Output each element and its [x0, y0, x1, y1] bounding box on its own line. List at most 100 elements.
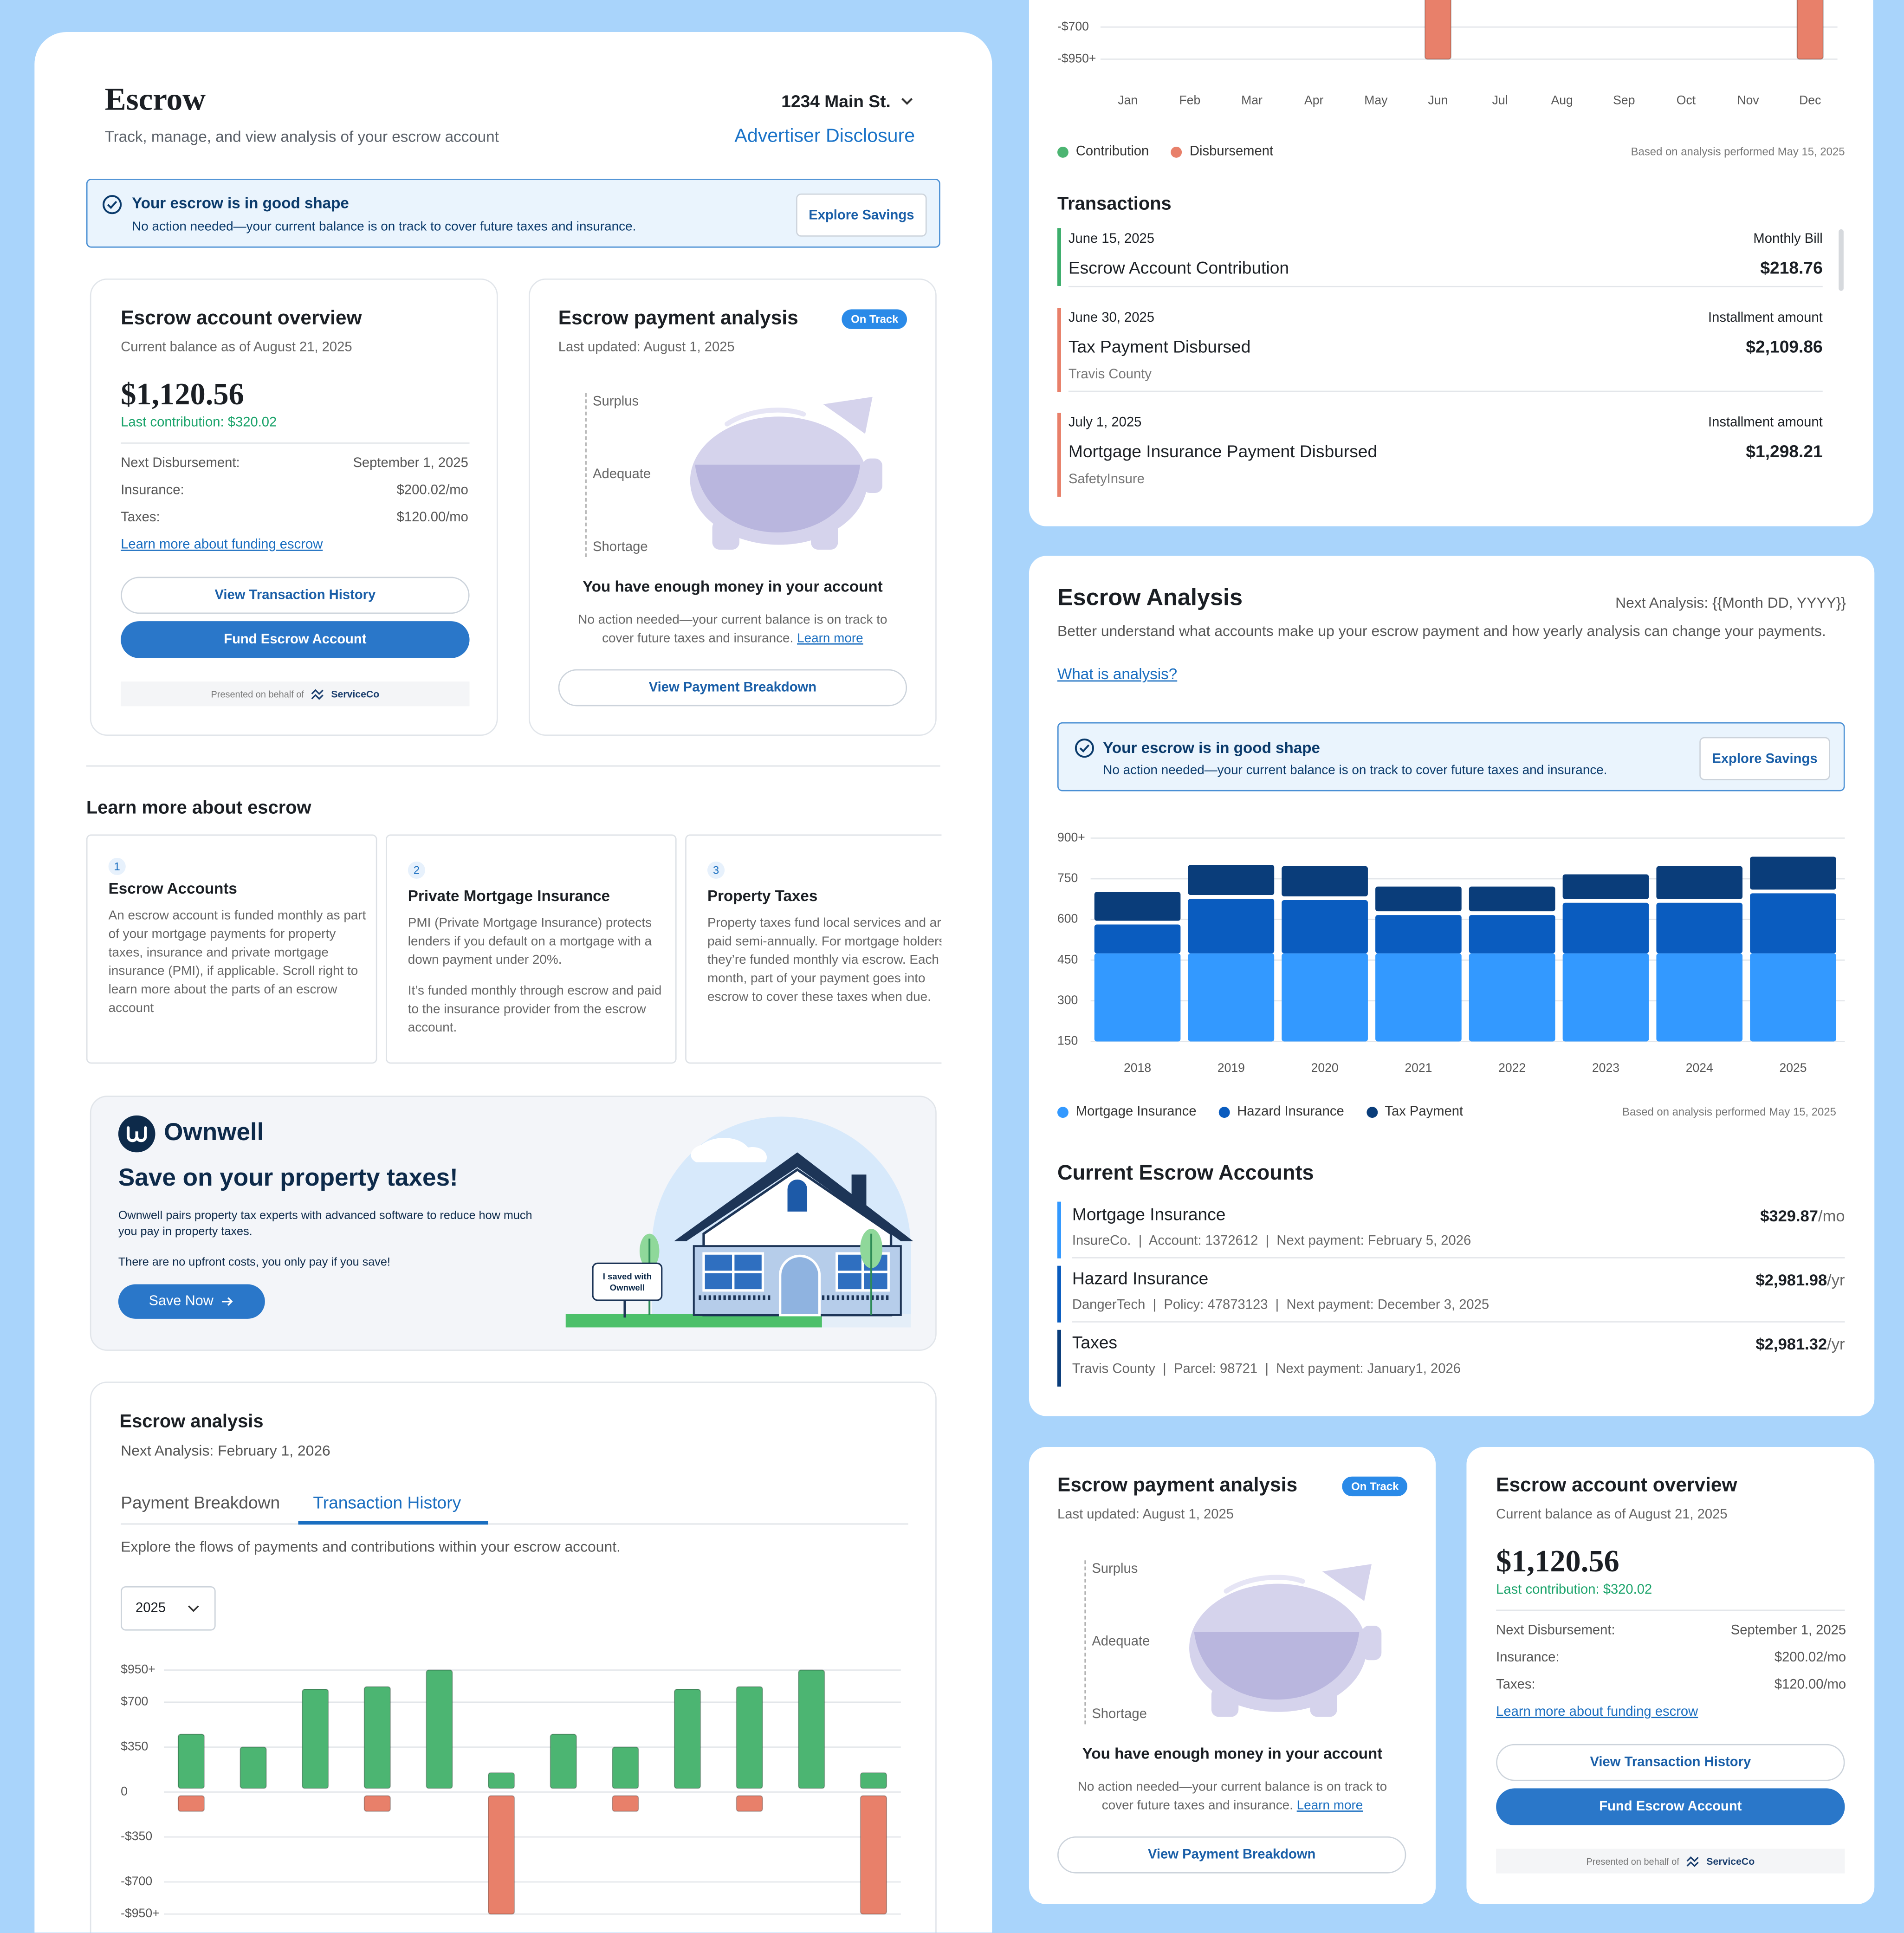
title: Mortgage Insurance Payment Disbursed	[1068, 441, 1378, 461]
legend-dot	[1171, 146, 1183, 157]
updated-date: Last updated: August 1, 2025	[558, 340, 735, 355]
house-illustration	[565, 1116, 913, 1328]
last-contribution: Last contribution: $320.02	[1496, 1583, 1652, 1597]
bar	[674, 1688, 701, 1789]
payment-breakdown-button[interactable]: View Payment Breakdown	[1057, 1836, 1406, 1874]
sponsor-logo	[1686, 1855, 1698, 1867]
tab-indicator	[298, 1521, 488, 1525]
bar-segment	[1469, 886, 1555, 912]
y-tick-label: -$950+	[121, 1906, 159, 1920]
bar-segment	[1282, 900, 1368, 954]
detail-row: Next Disbursement: September 1, 2025	[121, 456, 468, 471]
tab-active[interactable]: Transaction History	[313, 1492, 461, 1512]
payment-breakdown-button[interactable]: View Payment Breakdown	[558, 669, 907, 707]
bar	[240, 1746, 267, 1789]
scrollbar[interactable]	[1839, 229, 1844, 291]
sponsor-brand: ServiceCo	[1706, 1855, 1755, 1867]
status-headline: You have enough money in your account	[583, 578, 883, 596]
card-title: Escrow analysis	[119, 1411, 264, 1433]
explore-savings-button[interactable]: Explore Savings	[1699, 737, 1830, 780]
bar-segment	[1750, 893, 1836, 954]
transaction[interactable]: June 30, 2025 Installment amount Tax Pay…	[1057, 308, 1823, 392]
save-now-button[interactable]: Save Now	[118, 1284, 265, 1319]
row-label: Next Disbursement:	[121, 456, 240, 471]
view-history-button[interactable]: View Transaction History	[1496, 1744, 1845, 1781]
unit: /mo	[1818, 1207, 1845, 1226]
y-tick-label: -$950+	[1057, 51, 1096, 65]
page-title: Escrow	[104, 81, 206, 117]
bar	[363, 1795, 391, 1812]
transaction[interactable]: July 1, 2025 Installment amount Mortgage…	[1057, 413, 1823, 497]
funding-link[interactable]: Learn more about funding escrow	[121, 537, 323, 552]
section-title: Current Escrow Accounts	[1057, 1161, 1314, 1185]
fund-escrow-button[interactable]: Fund Escrow Account	[121, 621, 470, 658]
x-tick-label: Mar	[1241, 93, 1263, 107]
bar	[426, 1669, 453, 1789]
card-body: An escrow account is funded monthly as p…	[109, 907, 368, 1031]
bar	[488, 1795, 515, 1915]
row-value: September 1, 2025	[353, 456, 468, 471]
tab[interactable]: Payment Breakdown	[121, 1492, 280, 1512]
detail-row: Taxes: $120.00/mo	[1496, 1677, 1846, 1692]
amount-label: Installment amount	[1708, 415, 1823, 430]
alert-title: Your escrow is in good shape	[1103, 739, 1321, 757]
bar-segment	[1375, 953, 1462, 1042]
analysis-link[interactable]: What is analysis?	[1057, 665, 1178, 683]
bar-segment	[1375, 886, 1462, 912]
updated-date: Last updated: August 1, 2025	[1057, 1507, 1234, 1522]
learn-card[interactable]: 1 Escrow Accounts An escrow account is fun…	[86, 834, 377, 1064]
x-tick-label: Apr	[1304, 93, 1323, 107]
view-history-button[interactable]: View Transaction History	[121, 577, 470, 614]
amount: $2,981.32	[1755, 1335, 1827, 1354]
funding-link[interactable]: Learn more about funding escrow	[1496, 1704, 1698, 1719]
y-tick-label: -$350	[121, 1829, 152, 1843]
sponsor-brand: ServiceCo	[331, 688, 380, 700]
y-tick-label: $950+	[121, 1662, 155, 1676]
card-title: Escrow account overview	[1496, 1475, 1737, 1497]
learn-card[interactable]: 3 Property Taxes Property taxes fund local…	[685, 834, 942, 1064]
explore-savings-button[interactable]: Explore Savings	[796, 193, 927, 237]
transaction[interactable]: June 15, 2025 Monthly Bill Escrow Accoun…	[1057, 228, 1823, 287]
year-select[interactable]: 2025	[121, 1586, 216, 1631]
learn-more-link[interactable]: Learn more	[797, 631, 863, 646]
address: 1234 Main St.	[781, 91, 891, 111]
legend-label: Tax Payment	[1385, 1104, 1464, 1119]
learn-more-link[interactable]: Learn more	[1296, 1798, 1363, 1813]
address-select[interactable]: 1234 Main St.	[781, 91, 913, 111]
account-amount: $329.87/mo	[1760, 1207, 1845, 1225]
level-label: Shortage	[593, 539, 648, 555]
paragraph: PMI (Private Mortgage Insurance) protect…	[408, 915, 652, 968]
card-number: 1	[108, 857, 126, 876]
fund-escrow-button[interactable]: Fund Escrow Account	[1496, 1788, 1845, 1826]
escrow-account[interactable]: Taxes Travis County | Parcel: 98721 | Ne…	[1057, 1330, 1845, 1387]
amount: $329.87	[1760, 1207, 1818, 1226]
bar-segment	[1562, 874, 1649, 899]
level-label: Surplus	[593, 394, 639, 409]
x-tick-label: 2020	[1311, 1061, 1339, 1075]
sponsor-text: Presented on behalf of	[1586, 1855, 1679, 1867]
divider	[1072, 1321, 1845, 1323]
detail-row: Taxes: $120.00/mo	[121, 510, 468, 525]
x-tick-label: Jan	[1118, 93, 1138, 107]
x-tick-label: Jun	[1428, 93, 1448, 107]
status-message: No action needed—your current balance is…	[1077, 1779, 1387, 1813]
x-tick-label: Oct	[1677, 93, 1696, 107]
bar	[177, 1795, 205, 1812]
advertiser-disclosure[interactable]: Advertiser Disclosure	[734, 125, 915, 147]
balance: $1,120.56	[121, 378, 244, 412]
divider	[1072, 1257, 1845, 1258]
learn-card[interactable]: 2 Private Mortgage Insurance PMI (Private …	[386, 834, 677, 1064]
y-tick-label: 300	[1057, 993, 1078, 1007]
x-tick-label: 2023	[1592, 1061, 1619, 1075]
page-subtitle: Track, manage, and view analysis of your…	[104, 128, 499, 146]
escrow-account[interactable]: Mortgage Insurance InsureCo. | Account: …	[1057, 1201, 1845, 1258]
bar-segment	[1656, 953, 1743, 1042]
escrow-account[interactable]: Hazard Insurance DangerTech | Policy: 47…	[1057, 1265, 1845, 1323]
card-body: PMI (Private Mortgage Insurance) protect…	[408, 915, 667, 1050]
x-tick-label: May	[1364, 93, 1388, 107]
type-bar	[1057, 1330, 1061, 1387]
legend-dot	[1366, 1106, 1378, 1117]
y-tick-label: 0	[121, 1784, 128, 1798]
escrow-analysis-panel: Escrow Analysis Next Analysis: {{Month D…	[1029, 556, 1875, 1416]
